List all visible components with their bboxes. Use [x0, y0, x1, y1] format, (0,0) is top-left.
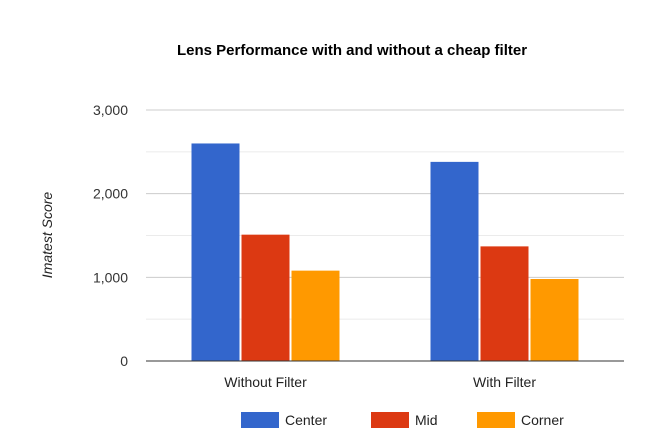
chart-title: Lens Performance with and without a chea… [177, 42, 527, 59]
bar-mid-2 [480, 246, 529, 361]
bar-mid-1 [241, 234, 290, 361]
x-tick-label: With Filter [473, 374, 536, 390]
y-tick-label: 1,000 [93, 269, 128, 285]
legend: Center Mid Corner [241, 412, 564, 428]
y-tick-label: 0 [120, 353, 128, 369]
legend-label-corner: Corner [521, 412, 564, 428]
bar-corner-1 [291, 270, 340, 361]
legend-label-mid: Mid [415, 412, 438, 428]
bar-center-2 [430, 161, 479, 361]
legend-swatch-mid [371, 412, 409, 428]
x-tick-label: Without Filter [224, 374, 307, 390]
legend-swatch-corner [477, 412, 515, 428]
y-tick-label: 2,000 [93, 186, 128, 202]
y-tick-label: 3,000 [93, 102, 128, 118]
bar-corner-2 [530, 279, 579, 361]
bars [191, 143, 579, 361]
bar-center-1 [191, 143, 240, 361]
axes: 0 1,000 2,000 3,000 Without Filter With Filte… [93, 102, 624, 390]
legend-swatch-center [241, 412, 279, 428]
y-axis-label: Imatest Score [39, 192, 55, 279]
legend-label-center: Center [285, 412, 327, 428]
